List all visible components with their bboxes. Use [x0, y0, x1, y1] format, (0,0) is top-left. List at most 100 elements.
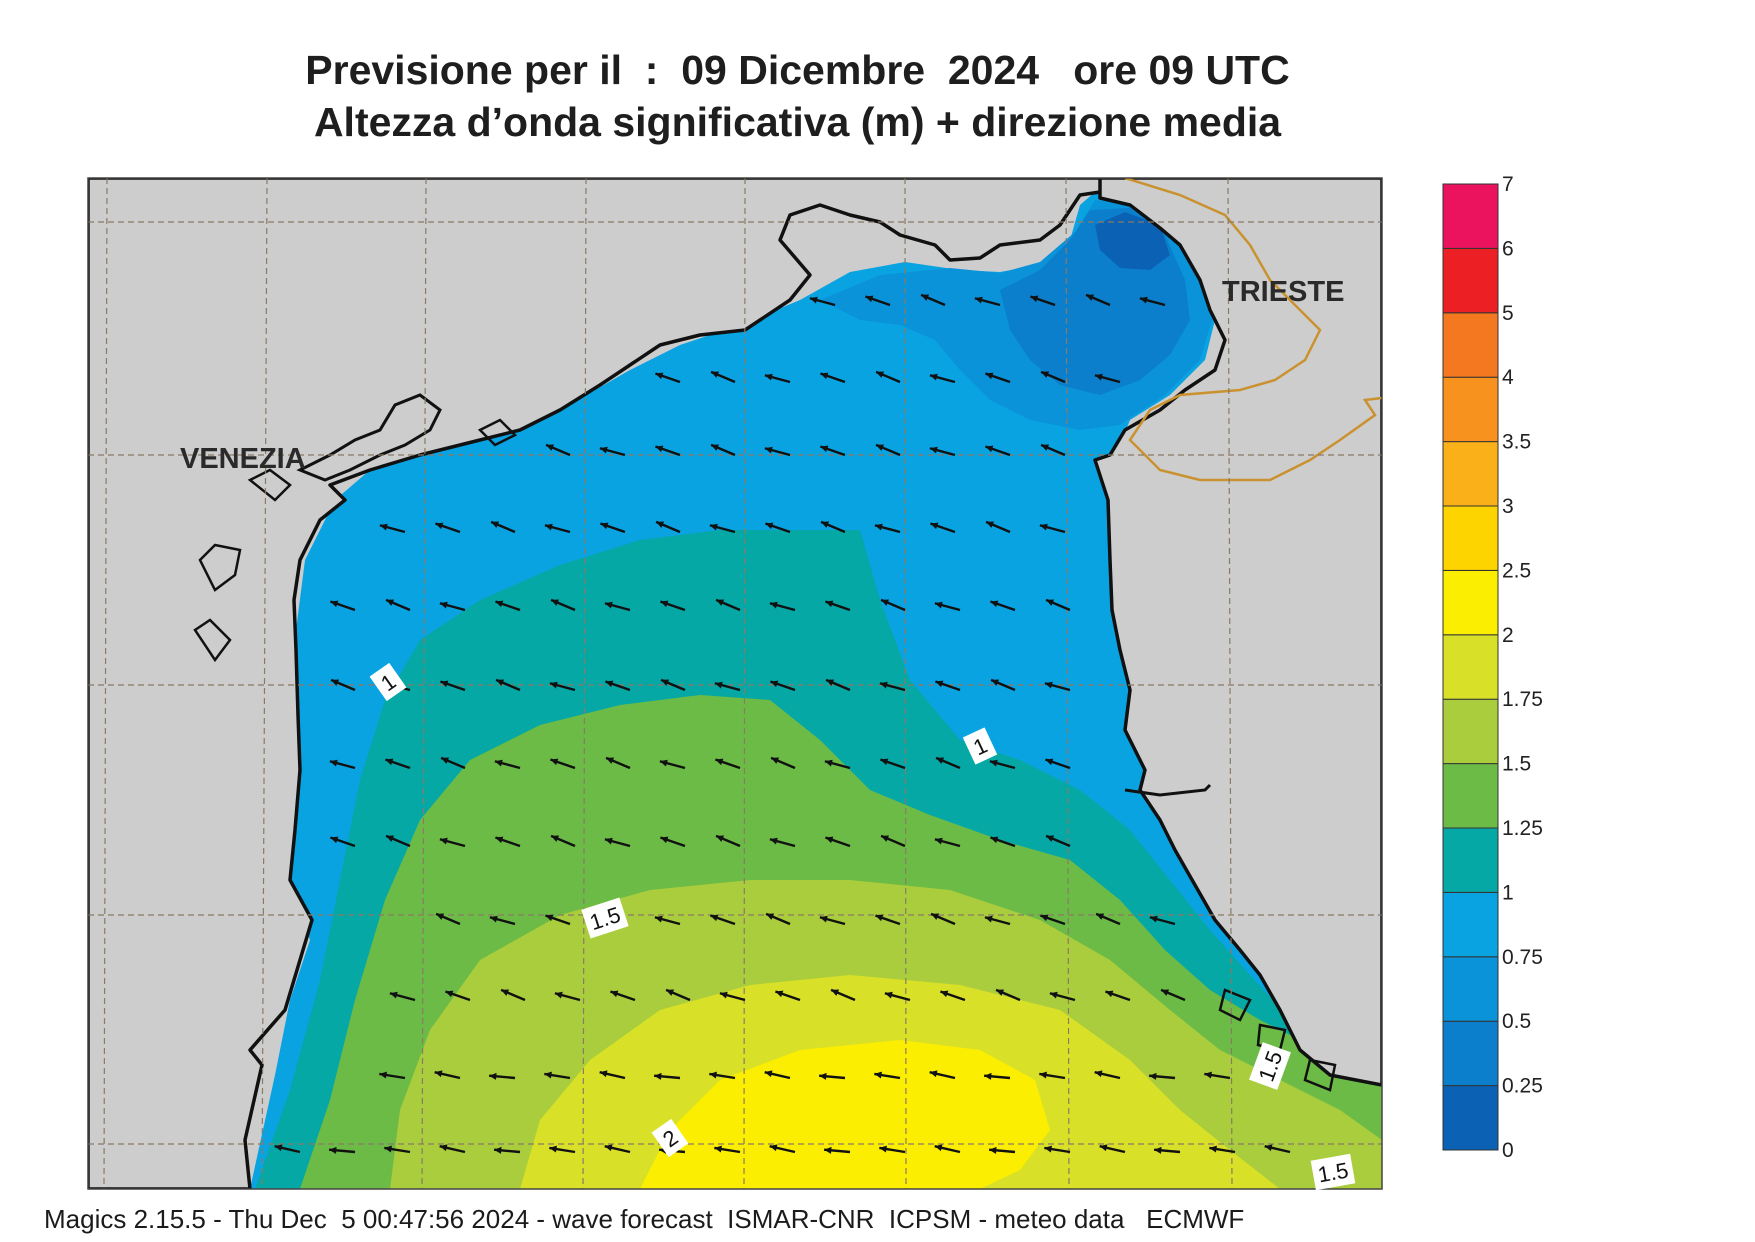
city-label-venezia: VENEZIA	[180, 443, 306, 475]
wave-arrow-head	[549, 1145, 557, 1153]
wave-arrow-head	[1149, 915, 1158, 923]
wave-arrow-head	[491, 521, 500, 528]
wave-arrow-head	[715, 758, 724, 766]
wave-arrow-head	[974, 296, 983, 304]
wave-arrow-head	[764, 373, 773, 381]
legend-tick-label: 3.5	[1502, 431, 1531, 454]
wave-arrow-head	[659, 759, 668, 767]
wave-arrow-head	[495, 836, 504, 844]
wave-arrow-head	[1096, 913, 1105, 920]
legend-swatch	[1442, 891, 1499, 958]
coastline	[88, 178, 1382, 1189]
wave-arrow-head	[1204, 1071, 1212, 1079]
wave-arrow-head	[439, 1144, 448, 1152]
wave-arrow-head	[929, 373, 938, 381]
wave-arrow-head	[716, 835, 725, 842]
land-italy-west	[88, 178, 1122, 1189]
wave-arrow-head	[551, 599, 560, 606]
wave-arrow-head	[865, 295, 874, 303]
wave-arrow-head	[874, 523, 883, 531]
wave-arrow-head	[551, 835, 560, 842]
wave-arrow-head	[654, 1072, 662, 1080]
wave-arrow-head	[825, 836, 834, 844]
contour-label: 1	[369, 662, 407, 702]
wave-arrow-head	[1139, 296, 1148, 304]
wave-arrow-head	[1039, 1071, 1047, 1079]
wave-arrow-head	[826, 679, 835, 686]
wave-arrow-head	[489, 915, 498, 923]
wave-arrow-head	[831, 989, 840, 996]
wave-arrow-head	[549, 681, 558, 689]
wave-arrow-head	[386, 835, 395, 842]
legend-swatch	[1442, 505, 1499, 571]
legend-tick-label: 1	[1502, 881, 1514, 904]
wave-arrow-head	[931, 913, 940, 920]
wave-arrow-head	[990, 836, 999, 844]
wave-arrow-head	[605, 680, 614, 688]
wave-arrow-head	[655, 445, 664, 453]
wave-arrow-head	[985, 445, 994, 453]
wave-arrow-head	[709, 1071, 717, 1079]
wave-arrow-head	[434, 1070, 443, 1078]
wave-arrow-head	[714, 681, 723, 689]
wave-arrow-head	[489, 1072, 497, 1080]
wave-arrow-head	[545, 914, 554, 922]
wave-arrow-head	[716, 599, 725, 606]
wave-arrow-head	[494, 759, 503, 767]
wave-arrow-head	[984, 915, 993, 923]
title-line-2: Altezza d’onda significativa (m) + direz…	[313, 99, 1282, 145]
legend-swatch	[1442, 1085, 1499, 1151]
wave-arrow-head	[879, 1145, 887, 1153]
wave-arrow-head	[604, 601, 613, 609]
wave-arrow-head	[775, 990, 784, 998]
wave-arrow-head	[719, 991, 728, 999]
wave-arrow-head	[876, 371, 885, 378]
wave-arrow-head	[436, 913, 445, 920]
wave-arrow-head	[604, 837, 613, 845]
wave-arrow-head	[819, 1072, 827, 1080]
wave-arrow-head	[1094, 1070, 1103, 1078]
wave-arrow-head	[441, 757, 450, 764]
wave-arrow-head	[330, 836, 339, 844]
wave-arrow-head	[439, 601, 448, 609]
wave-arrow-head	[386, 599, 395, 606]
legend-swatch	[1442, 441, 1499, 507]
wave-arrow-head	[984, 1072, 992, 1080]
wave-arrow-head	[1039, 523, 1048, 531]
sea-band-0-0.25	[1095, 212, 1170, 270]
wave-arrow-head	[501, 989, 510, 996]
wave-arrow-head	[764, 446, 773, 454]
wave-arrow-head	[1046, 835, 1055, 842]
wave-arrow-head	[1030, 295, 1039, 303]
wave-arrow-head	[1045, 758, 1054, 766]
legend-tick-label: 1.75	[1502, 688, 1543, 711]
wave-arrow-head	[820, 372, 829, 380]
wave-arrow-head	[1105, 990, 1114, 998]
wave-arrow-head	[329, 759, 338, 767]
wave-arrow-head	[714, 1145, 722, 1153]
wave-arrow-head	[379, 1071, 387, 1079]
map-frame	[87, 177, 1383, 1190]
wave-arrow-head	[766, 913, 775, 920]
wave-arrow-head	[440, 680, 449, 688]
wave-arrow-head	[711, 444, 720, 451]
wave-arrow-head	[875, 914, 884, 922]
wave-arrow-head	[435, 522, 444, 530]
legend-tick-label: 1.5	[1502, 753, 1531, 776]
legend-swatch	[1442, 698, 1499, 765]
legend-swatch	[1442, 376, 1499, 443]
wave-arrow-head	[1154, 1146, 1162, 1154]
wave-arrow-head	[379, 523, 388, 531]
legend-tick-label: 6	[1502, 237, 1514, 260]
wave-arrow-head	[604, 1144, 613, 1152]
svg-text:1.5: 1.5	[1316, 1158, 1350, 1188]
wave-arrow-head	[930, 522, 939, 530]
wave-arrow-head	[1041, 444, 1050, 451]
legend-swatch	[1442, 183, 1499, 249]
wave-arrow-head	[940, 990, 949, 998]
legend-tick-label: 7	[1502, 173, 1514, 196]
wave-arrow-head	[494, 1146, 502, 1154]
wave-arrow-head	[445, 990, 454, 998]
wave-arrow-head	[771, 757, 780, 764]
legend-tick-label: 0.25	[1502, 1075, 1543, 1098]
